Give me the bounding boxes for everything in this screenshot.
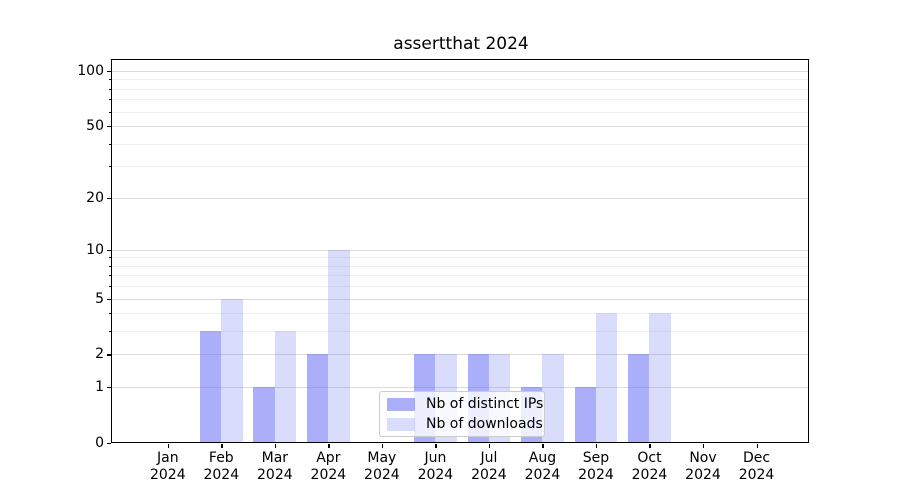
y-minor-tick — [108, 143, 111, 145]
x-tick-label: Nov 2024 — [685, 450, 721, 483]
x-tick-label: Mar 2024 — [257, 450, 293, 483]
bar-apr-downloads — [328, 249, 350, 442]
y-minor-tick — [108, 257, 111, 259]
x-tick-label: Jun 2024 — [417, 450, 454, 483]
gridline-major — [112, 197, 808, 199]
gridline-minor — [112, 88, 808, 90]
x-tick — [542, 444, 544, 448]
bar-aug-downloads — [542, 354, 564, 442]
bar-sep-distinct-ips — [574, 387, 596, 442]
gridline-minor — [112, 286, 808, 288]
gridline-minor — [112, 275, 808, 277]
gridline-major — [112, 249, 808, 251]
gridline-minor — [112, 99, 808, 101]
x-tick-label: Sep 2024 — [578, 450, 614, 483]
y-tick-label: 2 — [95, 346, 104, 363]
y-tick — [107, 443, 111, 445]
gridline-minor — [112, 265, 808, 267]
y-tick — [107, 298, 111, 300]
y-minor-tick — [108, 265, 111, 267]
y-tick — [107, 354, 111, 356]
gridline-major — [112, 70, 808, 72]
x-tick-label: Feb 2024 — [203, 450, 240, 483]
gridline-minor — [112, 331, 808, 333]
x-tick-label: May 2024 — [364, 450, 400, 483]
y-tick — [107, 70, 111, 73]
gridline-major — [112, 354, 808, 356]
x-tick — [274, 444, 277, 448]
y-tick-label: 0 — [95, 435, 104, 451]
x-tick-label: Jul 2024 — [471, 450, 507, 483]
x-tick — [221, 444, 223, 448]
bar-feb-downloads — [221, 298, 243, 442]
x-tick — [167, 444, 169, 448]
x-tick-label: Apr 2024 — [310, 450, 347, 483]
y-tick-label: 1 — [95, 379, 104, 396]
y-minor-tick — [108, 166, 111, 168]
y-minor-tick — [108, 313, 111, 315]
gridline-minor — [112, 111, 808, 113]
x-tick — [435, 444, 437, 448]
y-minor-tick — [108, 99, 111, 101]
legend-item-downloads: Nb of downloads — [387, 415, 544, 432]
x-tick — [595, 444, 598, 448]
y-tick — [107, 249, 111, 251]
y-tick-label: 50 — [86, 117, 104, 134]
y-tick — [107, 387, 111, 389]
bar-sep-downloads — [595, 313, 618, 442]
bar-oct-distinct-ips — [628, 354, 650, 442]
y-minor-tick — [108, 331, 111, 333]
gridline-minor — [112, 313, 808, 315]
y-minor-tick — [108, 79, 111, 81]
y-minor-tick — [108, 275, 111, 277]
y-minor-tick — [108, 88, 111, 90]
legend-swatch-downloads — [387, 417, 415, 431]
y-tick-label: 10 — [86, 241, 104, 258]
x-tick — [703, 444, 705, 448]
gridline-minor — [112, 143, 808, 145]
legend-label-distinct-ips: Nb of distinct IPs — [426, 395, 544, 412]
x-tick — [381, 444, 384, 448]
bar-mar-downloads — [274, 331, 297, 442]
legend-swatch-distinct-ips — [387, 397, 415, 411]
x-tick — [488, 444, 491, 448]
legend-item-distinct-ips: Nb of distinct IPs — [387, 395, 544, 412]
gridline-minor — [112, 257, 808, 259]
gridline-major — [112, 387, 808, 389]
y-tick-label: 20 — [86, 189, 104, 206]
y-tick-label: 100 — [77, 62, 104, 79]
x-tick-label: Dec 2024 — [738, 450, 775, 483]
y-tick — [107, 125, 111, 128]
legend: Nb of distinct IPs Nb of downloads — [379, 391, 545, 437]
x-tick — [756, 444, 758, 448]
bar-mar-distinct-ips — [253, 387, 275, 442]
x-tick — [328, 444, 330, 448]
y-minor-tick — [108, 111, 111, 113]
x-tick — [649, 444, 651, 448]
y-tick-label: 5 — [95, 290, 104, 307]
legend-label-downloads: Nb of downloads — [426, 415, 543, 432]
x-tick-label: Oct 2024 — [631, 450, 668, 483]
gridline-major — [112, 125, 808, 127]
bar-feb-distinct-ips — [199, 331, 222, 442]
x-tick-label: Jan 2024 — [149, 450, 186, 483]
y-tick — [107, 197, 111, 199]
gridline-major — [112, 298, 808, 300]
bar-apr-distinct-ips — [306, 354, 329, 442]
gridline-minor — [112, 79, 808, 81]
y-minor-tick — [108, 286, 111, 288]
bar-oct-downloads — [649, 313, 671, 442]
chart-title: assertthat 2024 — [393, 34, 529, 54]
x-tick-label: Aug 2024 — [524, 450, 561, 483]
gridline-minor — [112, 166, 808, 168]
